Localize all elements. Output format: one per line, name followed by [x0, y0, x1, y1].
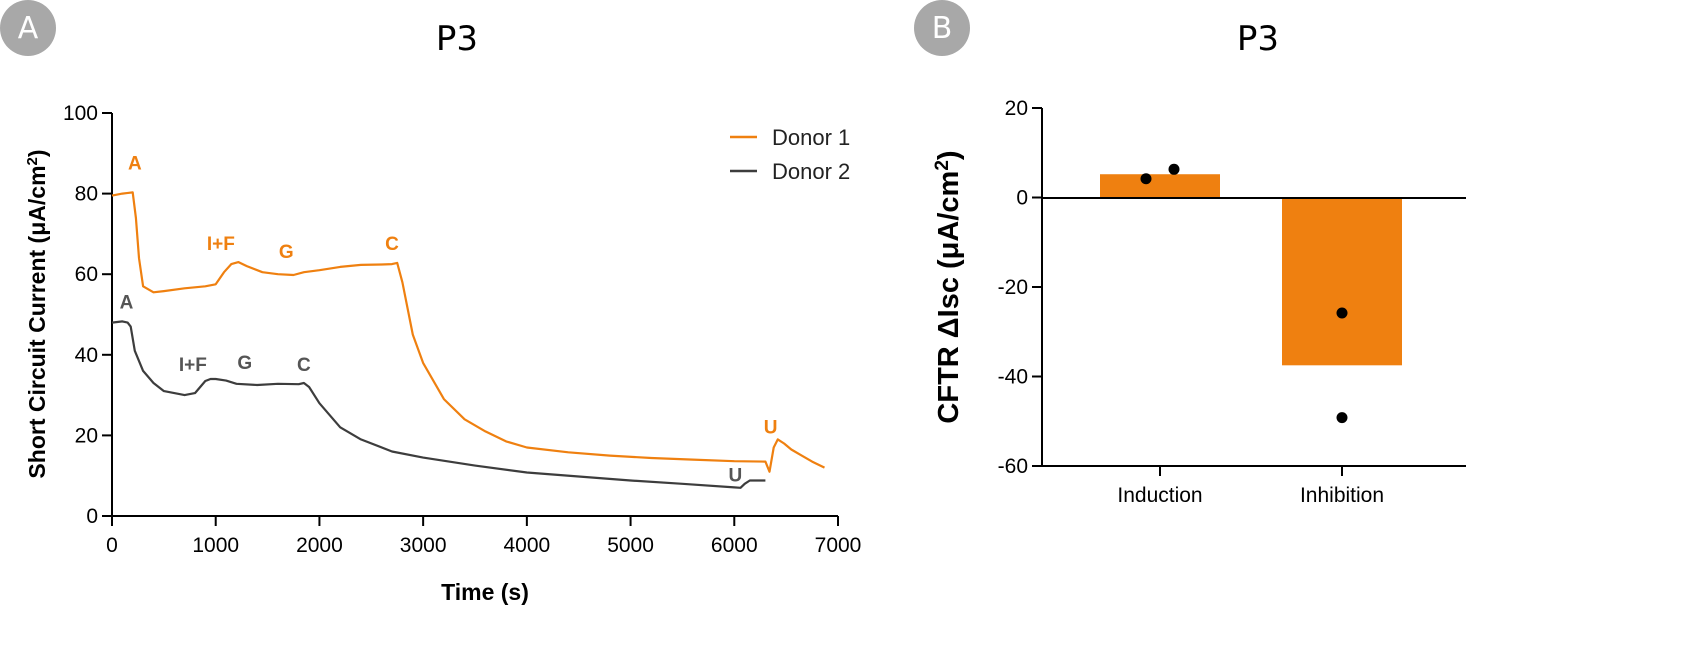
x-tick-label: 1000	[192, 534, 239, 557]
annotation-label: C	[385, 234, 399, 255]
x-tick-label: 4000	[503, 534, 550, 557]
y-tick-label: -20	[998, 276, 1028, 299]
legend-label-donor-2: Donor 2	[772, 159, 850, 184]
x-tick-label: 5000	[607, 534, 654, 557]
y-tick-label: 40	[75, 344, 98, 367]
y-tick-label: -60	[998, 455, 1028, 478]
chart-b-y-label: CFTR ΔIsc (μA/cm2)	[932, 150, 965, 423]
annotation-label: A	[128, 153, 142, 174]
y-tick-label: 100	[63, 102, 98, 125]
annotation-label: U	[728, 466, 742, 487]
y-tick-label: 0	[1016, 187, 1028, 210]
x-tick-label: 0	[106, 534, 118, 557]
legend-label-donor-1: Donor 1	[772, 125, 850, 150]
annotation-label: G	[279, 242, 294, 263]
panel-a-badge: A	[0, 0, 56, 56]
data-point-induction	[1140, 173, 1152, 185]
chart-a-legend: Donor 1 Donor 2	[730, 125, 850, 184]
chart-a: P3 0 20 40 60 80 100 0 1000 2000 3000 4000 5000 600…	[24, 19, 861, 605]
annotation-label: G	[237, 353, 252, 374]
annotation-label: C	[297, 355, 311, 376]
x-tick-label: 2000	[296, 534, 343, 557]
chart-b-title: P3	[1237, 19, 1279, 59]
x-tick-label: 3000	[400, 534, 447, 557]
chart-a-title: P3	[436, 19, 478, 59]
data-point-induction	[1168, 163, 1180, 175]
chart-b: P3 20 0 -20 -40 -60 Induction Inhibition CFTR…	[932, 19, 1466, 507]
y-tick-label: 80	[75, 183, 98, 206]
y-tick-label: 0	[86, 505, 98, 528]
series-line-donor-1	[111, 191, 825, 473]
data-point-inhibition	[1336, 412, 1348, 424]
series-line-donor-2	[111, 320, 766, 489]
chart-a-x-label: Time (s)	[441, 579, 529, 605]
panel-b-badge: B	[914, 0, 970, 56]
x-tick-label: Induction	[1117, 484, 1202, 507]
annotation-label: I+F	[179, 355, 207, 376]
data-point-inhibition	[1336, 307, 1348, 319]
annotation-label: I+F	[207, 234, 235, 255]
y-tick-label: 20	[75, 424, 98, 447]
annotation-label: A	[120, 292, 134, 313]
y-tick-label: 20	[1005, 97, 1028, 120]
bar-induction	[1100, 174, 1220, 198]
chart-a-y-label: Short Circuit Current (μA/cm2)	[24, 149, 50, 478]
bar-inhibition	[1282, 197, 1402, 366]
x-tick-label: 7000	[815, 534, 862, 557]
y-tick-label: 60	[75, 263, 98, 286]
annotation-label: U	[764, 417, 778, 438]
x-tick-label: 6000	[711, 534, 758, 557]
y-tick-label: -40	[998, 366, 1028, 389]
x-tick-label: Inhibition	[1300, 484, 1384, 507]
